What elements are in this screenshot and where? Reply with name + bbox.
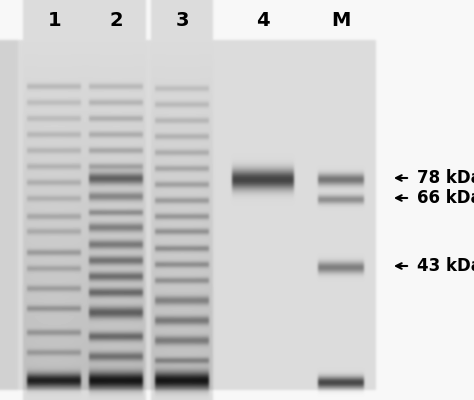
Text: 2: 2 [109,10,123,30]
Text: 1: 1 [48,10,61,30]
Text: 78 kDa: 78 kDa [417,169,474,187]
Text: M: M [332,10,351,30]
Text: 3: 3 [176,10,189,30]
Text: 66 kDa: 66 kDa [417,189,474,207]
Text: 4: 4 [256,10,270,30]
Text: 43 kDa: 43 kDa [417,257,474,275]
